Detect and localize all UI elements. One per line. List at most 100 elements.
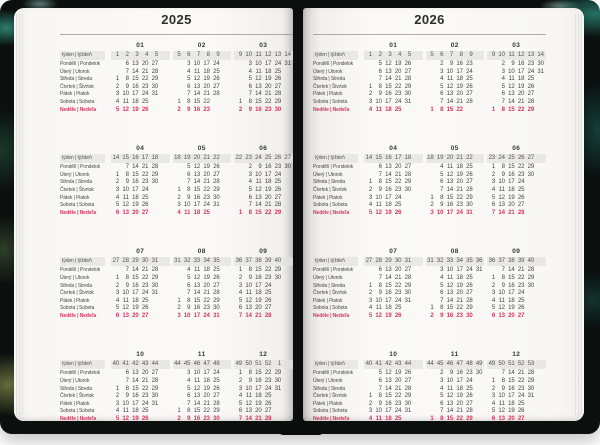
day-row: Sobota | Sobota 3 10 17 24 31 7 14 21 28 7 14 21 28 [313, 99, 546, 107]
date-cell: 18 [203, 68, 210, 75]
date-cell [413, 313, 423, 321]
date-cell: 20 [394, 164, 402, 171]
date-cell [536, 91, 546, 99]
date-cell: 30 [274, 378, 282, 385]
date-cell: 22 [394, 393, 402, 400]
date-cells: 7 14 21 28 [173, 401, 232, 409]
day-row: Středa | Streda 1 8 15 22 29 5 12 19 26 5 12 19 26 [60, 76, 293, 84]
date-cell: 11 [447, 274, 454, 281]
week-number-cell: 13 [527, 52, 535, 58]
date-cells: 4 11 18 25 [173, 210, 232, 218]
week-label: týden | týždeň [313, 360, 358, 370]
date-cell: 7 [378, 385, 382, 392]
date-cell: 14 [446, 98, 454, 105]
date-cell [173, 378, 183, 386]
date-cell: 7 [187, 400, 191, 407]
date-cell: 30 [527, 282, 535, 289]
date-cell: 8 [378, 282, 382, 289]
date-cell: 7 [378, 274, 382, 281]
date-cell: 5 [491, 194, 496, 201]
date-cells: 4 11 18 25 [173, 69, 232, 77]
date-cells: 4 11 18 25 [234, 179, 293, 187]
date-cell: 15 [446, 106, 454, 113]
date-cell: 2 [238, 378, 243, 385]
date-cell [221, 267, 231, 275]
week-number-cell: 46 [446, 361, 454, 368]
day-row: Středa | Streda 7 14 21 28 4 11 18 25 4 11 18 25 [313, 76, 546, 84]
day-label: Středa | Streda [313, 385, 346, 392]
day-row: Čtvrtek | Štvrtok 1 8 15 22 29 5 12 19 26 3 10 17 24 3… [313, 393, 546, 401]
date-cells: 3 10 17 24 31 [111, 91, 170, 99]
date-cell: 2 [430, 202, 434, 209]
date-cell [150, 416, 160, 424]
date-cell [160, 107, 170, 115]
month-number: 05 [197, 145, 206, 153]
date-cell: 28 [151, 378, 159, 385]
date-cell: 8 [187, 186, 191, 193]
date-cell: 28 [213, 400, 220, 407]
date-cell: 2 [115, 282, 120, 289]
date-cell: 24 [466, 68, 473, 75]
week-numbers: 36 37 38 39 40 [234, 257, 293, 267]
date-cell: 24 [274, 171, 282, 178]
date-cell: 29 [274, 370, 282, 377]
week-label: týden | týždeň [60, 154, 105, 164]
date-cells: 3 10 17 24 31 [234, 386, 293, 394]
date-cell: 8 [187, 408, 191, 415]
date-cell: 31 [404, 98, 412, 105]
day-row: Sobota | Sobota 4 11 18 25 1 8 15 22 29 5 12 19 26 [313, 305, 546, 313]
date-cell: 23 [394, 290, 402, 297]
date-cell: 26 [213, 76, 220, 83]
month-number: 10 [389, 351, 398, 359]
date-cell: 3 [115, 91, 120, 98]
date-cell: 1 [115, 76, 120, 83]
week-numbers: 27 28 29 30 31 [364, 257, 423, 267]
week-number-row: týden | týždeň 14 15 16 17 18 18 19 20 21 22 23 24 25… [313, 154, 546, 164]
date-cell: 3 [238, 385, 243, 392]
date-cell: 3 [491, 290, 496, 297]
date-cell: 17 [132, 400, 139, 407]
date-cell: 5 [491, 305, 496, 312]
day-row: Středa | Streda 2 9 16 23 30 7 14 21 28 4 11 18 25 [60, 179, 293, 187]
date-cell: 27 [151, 61, 159, 67]
date-cell: 11 [122, 194, 129, 201]
calendar-bands-right: 01 02 03 týden | týždeň 1 2 3 4 5 5 6 7 8 9 9 10 11 12 13 1… [313, 41, 546, 424]
date-cell: 16 [446, 202, 454, 209]
date-cell: 18 [132, 297, 139, 304]
date-cell [150, 408, 160, 416]
date-cell: 19 [132, 106, 139, 113]
date-cell: 8 [440, 106, 444, 113]
day-label: Pátek | Piatok [60, 400, 90, 407]
date-cell [160, 267, 170, 275]
date-cell [283, 187, 293, 195]
date-cell: 30 [151, 179, 159, 186]
date-cell [173, 76, 183, 84]
date-cells: 6 13 20 27 [111, 313, 170, 321]
date-cell [487, 267, 497, 275]
date-cell: 1 [238, 209, 243, 216]
date-cell [160, 313, 170, 321]
date-cell: 16 [193, 416, 201, 423]
date-cell: 17 [255, 385, 262, 392]
date-cell [150, 107, 160, 115]
week-number-cell: 40 [274, 258, 282, 265]
date-cell [413, 69, 423, 77]
date-cell: 7 [238, 312, 243, 319]
date-cell: 14 [132, 68, 139, 75]
week-number-cell: 12 [517, 52, 525, 58]
date-cell: 24 [394, 297, 402, 304]
date-cell: 24 [274, 61, 282, 67]
date-cell: 18 [255, 290, 262, 297]
week-number-cell: 21 [456, 155, 463, 162]
week-number-cell: 45 [436, 361, 444, 368]
date-cell: 11 [447, 76, 454, 83]
date-cell [221, 99, 231, 107]
date-cell: 29 [151, 274, 159, 281]
date-cell [234, 61, 244, 69]
date-cells: 6 13 20 27 [426, 179, 485, 187]
date-cell: 14 [132, 164, 139, 171]
day-row: Pondělí | Pondelok 5 12 19 26 2 9 16 23 30 7 14 21 28 [313, 370, 546, 378]
date-cell: 6 [248, 194, 252, 201]
day-row: Sobota | Sobota 5 12 19 26 2 9 16 23 30 6 13 20 27 [60, 305, 293, 313]
